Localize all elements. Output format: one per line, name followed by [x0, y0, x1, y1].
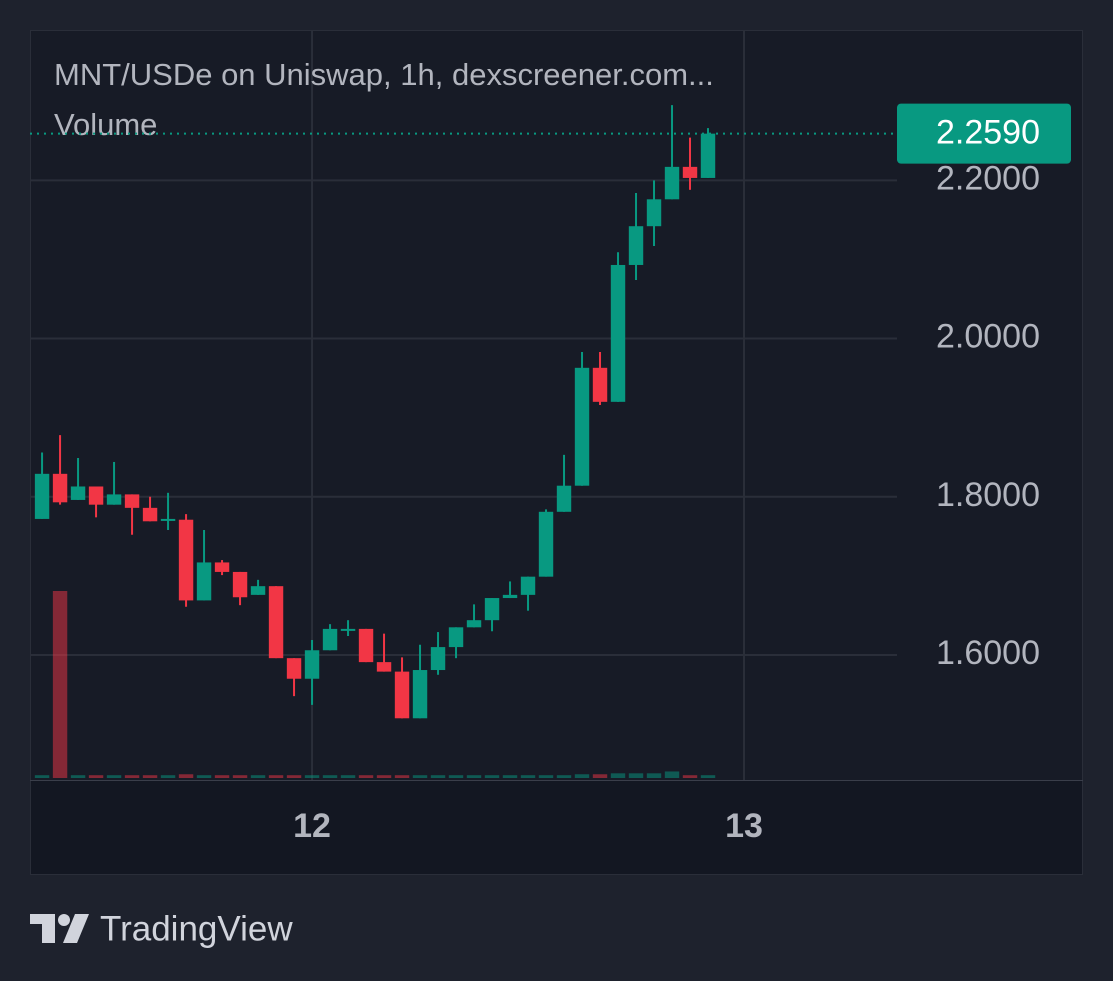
candle-body — [394, 671, 410, 719]
x-tick-label: 12 — [293, 807, 331, 845]
candle-body — [592, 367, 608, 402]
candle-body — [484, 598, 500, 621]
chart-panel — [30, 30, 1083, 875]
volume-bar — [466, 775, 482, 778]
volume-bar — [250, 775, 266, 778]
candle-body — [214, 562, 230, 572]
volume-bar — [394, 775, 410, 778]
volume-bar — [628, 773, 644, 778]
candle-body — [376, 662, 392, 672]
volume-bar — [304, 775, 320, 778]
candle-body — [574, 367, 590, 486]
candle-body — [520, 576, 536, 595]
candle-body — [556, 485, 572, 512]
volume-bar — [88, 775, 104, 778]
volume-bar — [574, 774, 590, 778]
candle-body — [340, 628, 356, 631]
volume-bar — [106, 775, 122, 778]
volume-bar — [430, 775, 446, 778]
volume-bar — [520, 775, 536, 778]
last-price-box — [897, 103, 1071, 164]
volume-bar — [286, 775, 302, 778]
candle-body — [196, 562, 212, 601]
candle-body — [304, 650, 320, 679]
volume-bar — [538, 775, 554, 778]
candle-body — [34, 473, 50, 519]
tradingview-logo — [30, 914, 89, 943]
candle-body — [664, 166, 680, 200]
candle-body — [142, 507, 158, 522]
chart-title: MNT/USDe on Uniswap, 1h, dexscreener.com… — [54, 57, 714, 92]
volume-bar — [142, 775, 158, 778]
volume-bar — [178, 774, 194, 778]
volume-legend: Volume — [54, 107, 157, 142]
y-tick-label: 1.6000 — [936, 634, 1040, 672]
volume-bar — [592, 774, 608, 778]
volume-bar — [664, 771, 680, 778]
candle-body — [412, 670, 428, 719]
volume-bar — [700, 775, 716, 778]
volume-bar — [322, 775, 338, 778]
candle-body — [610, 264, 626, 402]
volume-bar — [340, 775, 356, 778]
last-price-label: 2.2590 — [936, 114, 1040, 152]
candle-body — [502, 594, 518, 599]
candle-body — [70, 486, 86, 500]
candle-body — [538, 511, 554, 577]
volume-bar — [214, 775, 230, 778]
volume-bar — [646, 773, 662, 778]
volume-bar — [196, 775, 212, 778]
volume-bar — [160, 775, 176, 778]
y-tick-label: 1.8000 — [936, 476, 1040, 514]
candle-body — [682, 166, 698, 178]
volume-bar — [484, 775, 500, 778]
volume-bar — [124, 775, 140, 778]
candle-body — [646, 199, 662, 227]
candle-body — [628, 226, 644, 265]
y-tick-label: 2.0000 — [936, 318, 1040, 356]
volume-bar — [358, 775, 374, 778]
x-tick-label: 13 — [725, 807, 763, 845]
volume-bar — [34, 775, 50, 778]
volume-bar — [682, 775, 698, 778]
plot — [30, 30, 897, 780]
candle-body — [160, 518, 176, 521]
candle-body — [286, 658, 302, 679]
volume-bar — [232, 775, 248, 778]
candle-body — [88, 486, 104, 505]
volume-bar — [502, 775, 518, 778]
candle-body — [430, 647, 446, 671]
volume-bar — [70, 775, 86, 778]
candle-body — [466, 620, 482, 628]
time-axis-area — [31, 781, 1082, 874]
volume-bar — [412, 775, 428, 778]
candle-body — [178, 519, 194, 601]
volume-bar — [610, 773, 626, 778]
candle-body — [358, 628, 374, 663]
candle-body — [448, 627, 464, 648]
volume-bar — [376, 775, 392, 778]
candle-body — [52, 473, 68, 503]
candle-body — [106, 494, 122, 505]
candle-body — [124, 494, 140, 508]
candle-body — [700, 133, 716, 178]
volume-bar — [448, 775, 464, 778]
volume-bar — [52, 591, 68, 778]
candle-body — [250, 586, 266, 595]
volume-bar — [556, 775, 572, 778]
brand-name: TradingView — [100, 909, 293, 948]
candle-body — [232, 571, 248, 598]
candle-body — [268, 586, 284, 659]
candle-body — [322, 628, 338, 651]
y-tick-label: 2.2000 — [936, 159, 1040, 197]
volume-bar — [268, 775, 284, 778]
